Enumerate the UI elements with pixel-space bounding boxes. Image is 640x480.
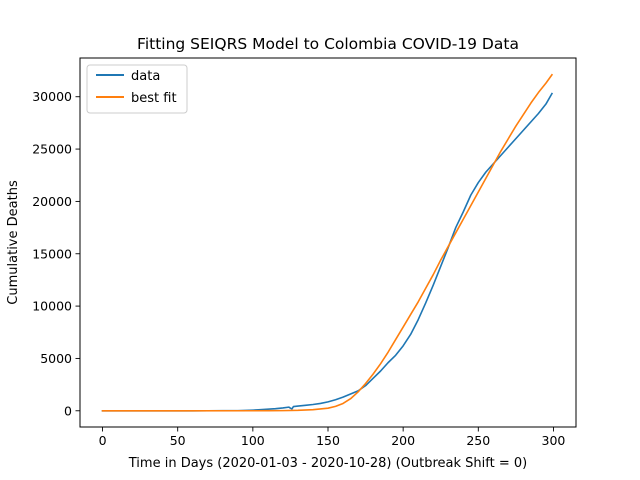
y-tick-label: 20000	[32, 194, 72, 209]
legend-label-data: data	[131, 69, 160, 84]
y-tick-label: 30000	[32, 89, 72, 104]
x-axis-label: Time in Days (2020-01-03 - 2020-10-28) (…	[128, 456, 527, 471]
y-tick-label: 15000	[32, 246, 72, 261]
x-tick-label: 150	[316, 433, 340, 448]
x-tick-label: 300	[542, 433, 566, 448]
series-line-best-fit	[101, 73, 554, 412]
series-layer	[101, 73, 554, 412]
legend-box	[86, 64, 188, 114]
x-tick-label: 100	[241, 433, 265, 448]
x-tick-label: 250	[466, 433, 490, 448]
x-tick-label: 50	[170, 433, 186, 448]
x-tick-label: 200	[391, 433, 415, 448]
chart-title: Fitting SEIQRS Model to Colombia COVID-1…	[137, 35, 519, 53]
y-tick-label: 0	[64, 403, 72, 418]
x-axis: 0 50 100 150 200 250 300	[99, 427, 566, 448]
y-tick-label: 5000	[40, 351, 72, 366]
x-tick-label: 0	[99, 433, 107, 448]
legend: data best fit	[86, 64, 188, 114]
y-tick-label: 25000	[32, 142, 72, 157]
y-axis: 0 5000 10000 15000 20000 25000 30000	[32, 89, 80, 418]
y-axis-label: Cumulative Deaths	[6, 180, 21, 305]
legend-label-best-fit: best fit	[131, 91, 177, 106]
y-tick-label: 10000	[32, 299, 72, 314]
